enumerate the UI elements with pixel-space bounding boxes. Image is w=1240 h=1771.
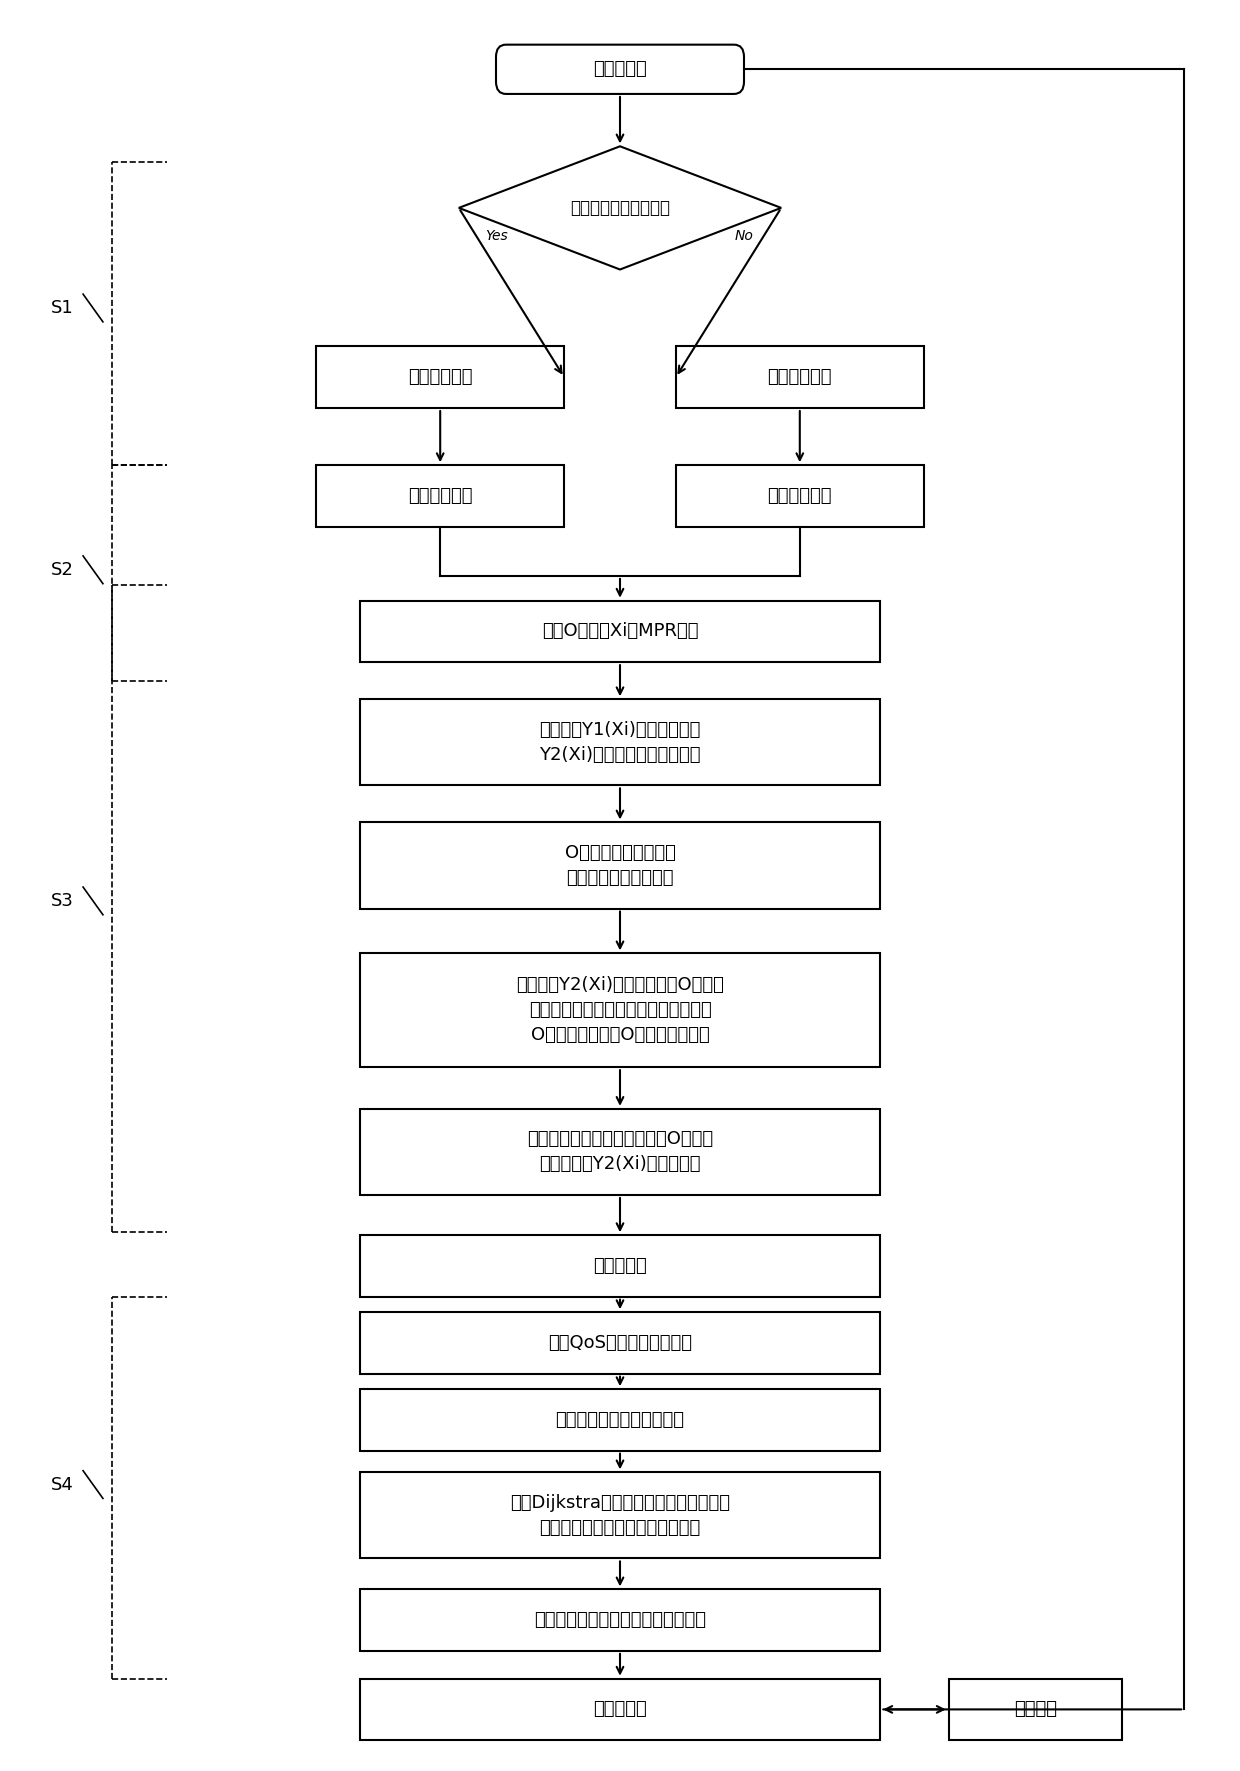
Text: 衰减泛洪频率: 衰减泛洪频率 (768, 487, 832, 505)
Text: Yes: Yes (485, 228, 507, 243)
Bar (360, 600, 880, 662)
Text: S2: S2 (51, 561, 73, 579)
Bar (949, 1679, 1122, 1741)
Text: 结合Dijkstra最短路径算法和三种参数数
值综合计算路由路径质量评价数值: 结合Dijkstra最短路径算法和三种参数数 值综合计算路由路径质量评价数值 (510, 1495, 730, 1537)
Text: 分别计算Y1(Xi)中全部节点在
Y2(Xi)中所能覆盖的节点个数: 分别计算Y1(Xi)中全部节点在 Y2(Xi)中所能覆盖的节点个数 (539, 721, 701, 763)
Bar (360, 1312, 880, 1374)
Bar (676, 466, 924, 526)
Text: S3: S3 (51, 893, 73, 910)
Text: 能量饱和模式: 能量饱和模式 (408, 368, 472, 386)
Bar (360, 953, 880, 1068)
Text: 正常泛洪频率: 正常泛洪频率 (408, 487, 472, 505)
Text: 节点配置: 节点配置 (1014, 1700, 1056, 1718)
Bar (316, 466, 564, 526)
Text: No: No (734, 228, 754, 243)
Text: 能量亏损模式: 能量亏损模式 (768, 368, 832, 386)
Bar (360, 1234, 880, 1296)
Bar (360, 1679, 880, 1741)
Text: 设定O为节点Xi的MPR集合: 设定O为节点Xi的MPR集合 (542, 622, 698, 641)
Bar (316, 347, 564, 407)
Text: 建立拓扑表: 建立拓扑表 (593, 1257, 647, 1275)
Bar (360, 1109, 880, 1195)
Text: 根据质量评价结果选择最短最优路径: 根据质量评价结果选择最短最优路径 (534, 1612, 706, 1629)
Text: 检查此时Y2(Xi)中是否有未被O集合中
某个节点覆盖的节点，如有则不能删除
O中节点；反之从O集合中删除节点: 检查此时Y2(Xi)中是否有未被O集合中 某个节点覆盖的节点，如有则不能删除 O… (516, 976, 724, 1045)
Bar (360, 1589, 880, 1651)
Text: 协议初始化: 协议初始化 (593, 60, 647, 78)
Text: 重复执行顺序退出规则，直到O集合节
点完全覆盖Y2(Xi)中全部节点: 重复执行顺序退出规则，直到O集合节 点完全覆盖Y2(Xi)中全部节点 (527, 1130, 713, 1174)
Text: S4: S4 (51, 1475, 73, 1493)
Text: S1: S1 (51, 299, 73, 317)
Text: 确定各个约束数学计算方法: 确定各个约束数学计算方法 (556, 1411, 684, 1429)
Text: 网络节点剩余能量自检: 网络节点剩余能量自检 (570, 198, 670, 216)
Bar (360, 1388, 880, 1450)
Polygon shape (459, 147, 781, 269)
Text: 建立路由表: 建立路由表 (593, 1700, 647, 1718)
Text: 建立QoS约束条件数学模型: 建立QoS约束条件数学模型 (548, 1334, 692, 1351)
FancyBboxPatch shape (496, 44, 744, 94)
Bar (360, 700, 880, 785)
Bar (360, 822, 880, 909)
Bar (676, 347, 924, 407)
Text: O中没有被选择的节点
按照规则顺序退出集合: O中没有被选择的节点 按照规则顺序退出集合 (564, 845, 676, 887)
Bar (360, 1472, 880, 1558)
